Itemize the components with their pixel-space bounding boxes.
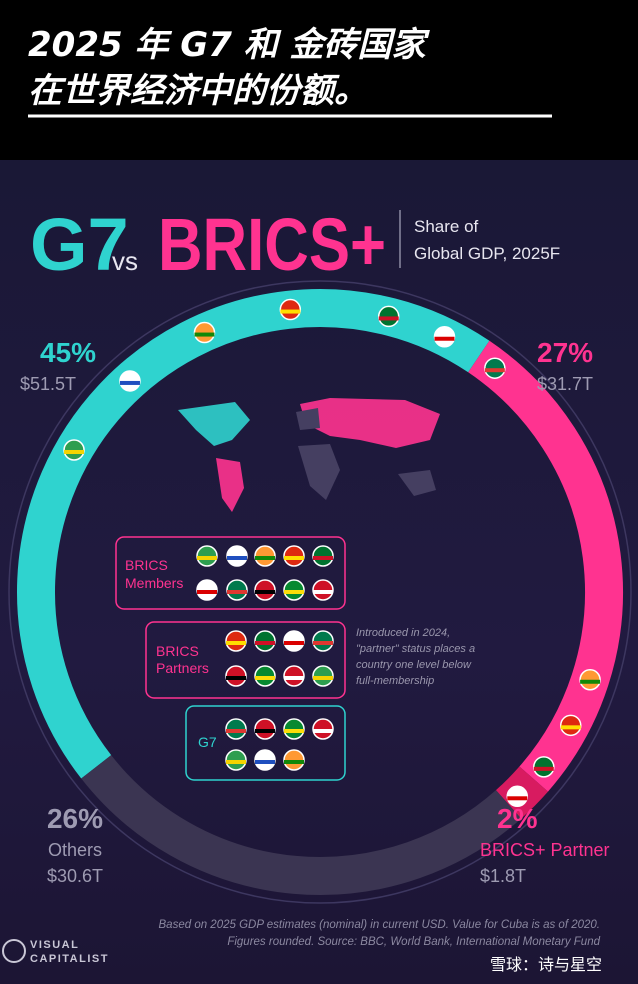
flag-stripe xyxy=(313,556,333,560)
note: country one level below xyxy=(356,659,472,671)
flag-stripe xyxy=(284,641,304,645)
box-label: BRICS xyxy=(156,643,199,659)
title-brics: BRICS+ xyxy=(158,203,386,286)
note: Introduced in 2024, xyxy=(356,627,450,639)
flag-stripe xyxy=(226,760,246,764)
box-label: Partners xyxy=(156,660,209,676)
flag-stripe xyxy=(313,729,333,733)
logo-text: CAPITALIST xyxy=(30,953,109,965)
flag-stripe xyxy=(284,676,304,680)
header-line: 2025 年 G7 和 金砖国家 xyxy=(28,25,431,65)
category-label: BRICS+ Partner xyxy=(480,840,610,860)
flag-stripe xyxy=(194,332,215,337)
ring-segment xyxy=(17,289,490,779)
category-label: Others xyxy=(48,840,102,860)
flag-stripe xyxy=(227,556,247,560)
amount-label: $30.6T xyxy=(47,866,103,886)
flag-stripe xyxy=(533,766,554,771)
flag-stripe xyxy=(378,316,399,321)
flag-stripe xyxy=(255,641,275,645)
flag-stripe xyxy=(284,729,304,733)
flag-stripe xyxy=(255,760,275,764)
flag-stripe xyxy=(226,641,246,645)
header-band xyxy=(0,0,638,160)
flag-stripe xyxy=(255,676,275,680)
flag-stripe xyxy=(226,676,246,680)
logo-text: VISUAL xyxy=(30,939,79,951)
flag-stripe xyxy=(313,590,333,594)
logo-mark xyxy=(2,939,26,963)
subtitle: Global GDP, 2025F xyxy=(414,244,560,263)
flag-stripe xyxy=(255,556,275,560)
value-label: 27% xyxy=(537,337,593,368)
flag-stripe xyxy=(284,556,304,560)
flag-stripe xyxy=(197,590,217,594)
box-label: BRICS xyxy=(125,557,168,573)
flag-stripe xyxy=(119,380,140,385)
header-line: 在世界经济中的份额。 xyxy=(28,71,368,111)
partners-box xyxy=(145,621,346,699)
flag-stripe xyxy=(197,556,217,560)
flag-stripe xyxy=(560,725,581,730)
flag-stripe xyxy=(284,590,304,594)
amount-label: $1.8T xyxy=(480,866,526,886)
flag-stripe xyxy=(507,796,528,801)
members-box xyxy=(115,536,346,610)
source: Based on 2025 GDP estimates (nominal) in… xyxy=(159,919,600,931)
value-label: 45% xyxy=(40,337,96,368)
ring-segment xyxy=(81,755,522,895)
flag-stripe xyxy=(580,679,601,684)
g7-box xyxy=(185,705,346,781)
value-label: 26% xyxy=(47,803,103,834)
source: Figures rounded. Source: BBC, World Bank… xyxy=(227,936,600,948)
amount-label: $31.7T xyxy=(537,374,593,394)
note: "partner" status places a xyxy=(356,643,475,655)
flag-stripe xyxy=(434,336,455,341)
note: full-membership xyxy=(356,675,434,687)
flag-stripe xyxy=(313,676,333,680)
value-label: 2% xyxy=(497,803,538,834)
flag-stripe xyxy=(255,729,275,733)
world-map xyxy=(178,398,440,512)
box-label: Members xyxy=(125,575,183,591)
flag-stripe xyxy=(280,309,301,314)
ring-track xyxy=(8,280,632,904)
flag-stripe xyxy=(226,729,246,733)
flag-stripe xyxy=(284,760,304,764)
watermark: 雪球：诗与星空 xyxy=(490,956,602,974)
amount-label: $51.5T xyxy=(20,374,76,394)
flag-stripe xyxy=(484,368,505,373)
box-label: G7 xyxy=(198,734,217,750)
title-g7: G7 xyxy=(30,203,129,286)
flag-stripe xyxy=(255,590,275,594)
flag-stripe xyxy=(227,590,247,594)
flag-stripe xyxy=(64,450,85,454)
subtitle: Share of xyxy=(414,217,479,236)
flag-stripe xyxy=(313,641,333,645)
title-vs: vs xyxy=(112,246,138,276)
